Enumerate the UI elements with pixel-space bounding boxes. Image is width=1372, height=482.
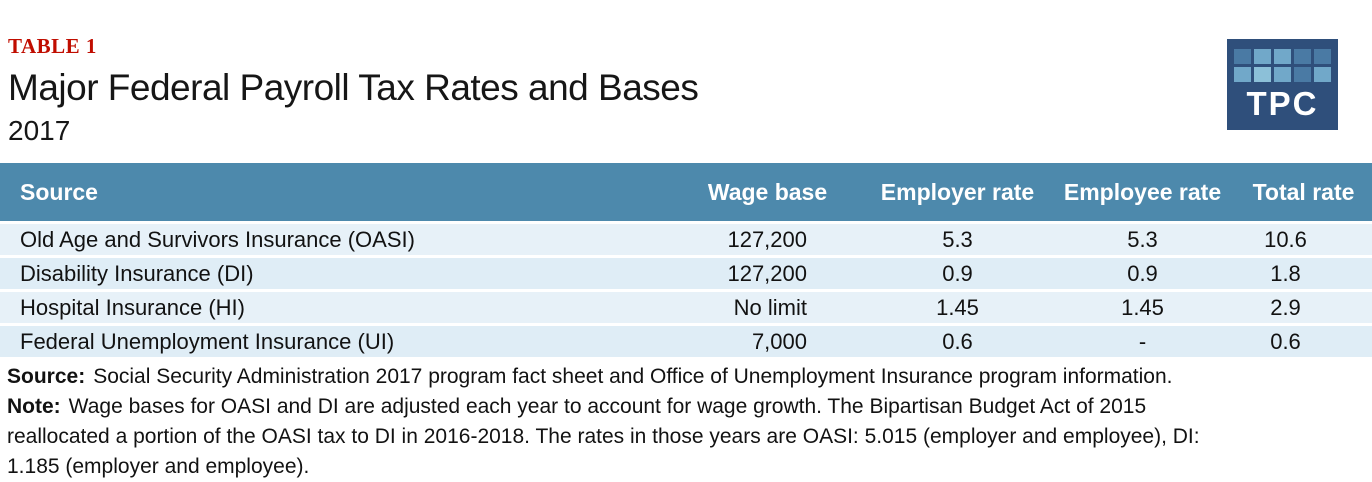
cell-employee-rate: 0.9 [1050,255,1235,291]
logo-square [1274,49,1291,64]
logo-square [1314,49,1331,64]
cell-wage-base: 7,000 [670,323,865,357]
cell-wage-base: 127,200 [670,221,865,257]
table-header-row: Source Wage base Employer rate Employee … [0,163,1372,223]
note-line-2: reallocated a portion of the OASI tax to… [7,425,1200,448]
cell-source: Disability Insurance (DI) [0,255,670,291]
page-title: Major Federal Payroll Tax Rates and Base… [8,67,699,108]
cell-employee-rate: 5.3 [1050,221,1235,257]
table-number-label: TABLE 1 [8,34,97,58]
cell-total-rate: 10.6 [1235,221,1372,257]
cell-source: Hospital Insurance (HI) [0,289,670,325]
table-row-hi: Hospital Insurance (HI) No limit 1.45 1.… [0,289,1372,325]
logo-square [1234,67,1251,82]
logo-square [1294,49,1311,64]
title-block: TABLE 1 Major Federal Payroll Tax Rates … [0,0,1372,148]
column-header-total-rate: Total rate [1252,178,1355,205]
cell-employer-rate: 1.45 [865,289,1050,325]
cell-employer-rate: 0.6 [865,323,1050,357]
note-text-1: Wage bases for OASI and DI are adjusted … [68,395,1147,418]
source-text: Social Security Administration 2017 prog… [93,365,1173,388]
source-note: Source: Social Security Administration 20… [7,362,1372,392]
logo-square [1254,49,1271,64]
cell-source: Old Age and Survivors Insurance (OASI) [0,221,670,257]
note-line-3: 1.185 (employer and employee). [7,455,310,478]
note-label: Note: [7,395,61,418]
source-label: Source: [7,365,86,388]
cell-employer-rate: 5.3 [865,221,1050,257]
cell-employee-rate: - [1050,323,1235,357]
logo-square [1234,49,1251,64]
column-header-employer-rate: Employer rate [880,178,1035,205]
cell-source: Federal Unemployment Insurance (UI) [0,323,670,357]
note-line-1: Note: Wage bases for OASI and DI are adju… [7,392,1372,422]
cell-wage-base: No limit [670,289,865,325]
footnotes: Source: Social Security Administration 20… [0,362,1372,482]
cell-employer-rate: 0.9 [865,255,1050,291]
table-row-ui: Federal Unemployment Insurance (UI) 7,00… [0,323,1372,357]
logo-square [1314,67,1331,82]
logo-grid-icon [1234,49,1331,82]
tpc-logo: TPC [1227,39,1338,130]
logo-text: TPC [1246,85,1319,122]
cell-total-rate: 1.8 [1235,255,1372,291]
cell-total-rate: 0.6 [1235,323,1372,357]
column-header-employee-rate: Employee rate [1063,178,1222,205]
column-header-wage-base: Wage base [707,178,828,205]
cell-employee-rate: 1.45 [1050,289,1235,325]
table-row-oasi: Old Age and Survivors Insurance (OASI) 1… [0,221,1372,257]
logo-square [1294,67,1311,82]
cell-wage-base: 127,200 [670,255,865,291]
logo-square [1254,67,1271,82]
cell-total-rate: 2.9 [1235,289,1372,325]
table-row-di: Disability Insurance (DI) 127,200 0.9 0.… [0,255,1372,291]
logo-square [1274,67,1291,82]
payroll-tax-table: Source Wage base Employer rate Employee … [0,163,1372,357]
subtitle-year: 2017 [8,115,71,146]
column-header-source: Source [20,178,98,205]
